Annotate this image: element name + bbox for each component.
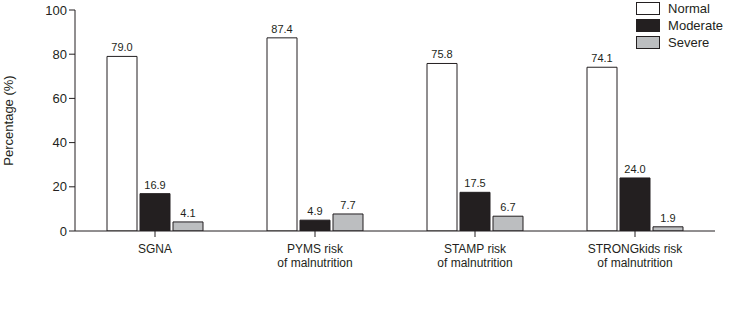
svg-text:74.1: 74.1 <box>591 52 612 64</box>
svg-text:75.8: 75.8 <box>431 48 452 60</box>
svg-text:16.9: 16.9 <box>144 179 165 191</box>
html-text:Severe: Severe <box>668 35 710 50</box>
svg-text:20: 20 <box>53 179 67 194</box>
svg-text:4.9: 4.9 <box>307 205 322 217</box>
svg-text:4.1: 4.1 <box>180 207 195 219</box>
svg-text:6.7: 6.7 <box>500 201 515 213</box>
svg-text:60: 60 <box>53 91 67 106</box>
svg-text:1.9: 1.9 <box>660 212 675 224</box>
svg-text:STRONGkids riskof malnutrition: STRONGkids riskof malnutrition <box>588 242 684 270</box>
svg-text:SGNA: SGNA <box>138 242 172 256</box>
svg-text:79.0: 79.0 <box>111 41 132 53</box>
html-text:Moderate: Moderate <box>668 18 723 33</box>
svg-text:7.7: 7.7 <box>340 199 355 211</box>
svg-text:40: 40 <box>53 135 67 150</box>
svg-text:0: 0 <box>60 224 67 239</box>
svg-text:24.0: 24.0 <box>624 163 645 175</box>
svg-text:Percentage (%): Percentage (%) <box>8 75 16 165</box>
svg-text:17.5: 17.5 <box>464 177 485 189</box>
svg-text:80: 80 <box>53 47 67 62</box>
html-text:Normal: Normal <box>668 1 710 16</box>
svg-text:PYMS riskof malnutrition: PYMS riskof malnutrition <box>277 242 352 270</box>
svg-text:STAMP riskof malnutrition: STAMP riskof malnutrition <box>437 242 512 270</box>
svg-text:100: 100 <box>45 3 67 18</box>
svg-text:87.4: 87.4 <box>271 23 292 35</box>
